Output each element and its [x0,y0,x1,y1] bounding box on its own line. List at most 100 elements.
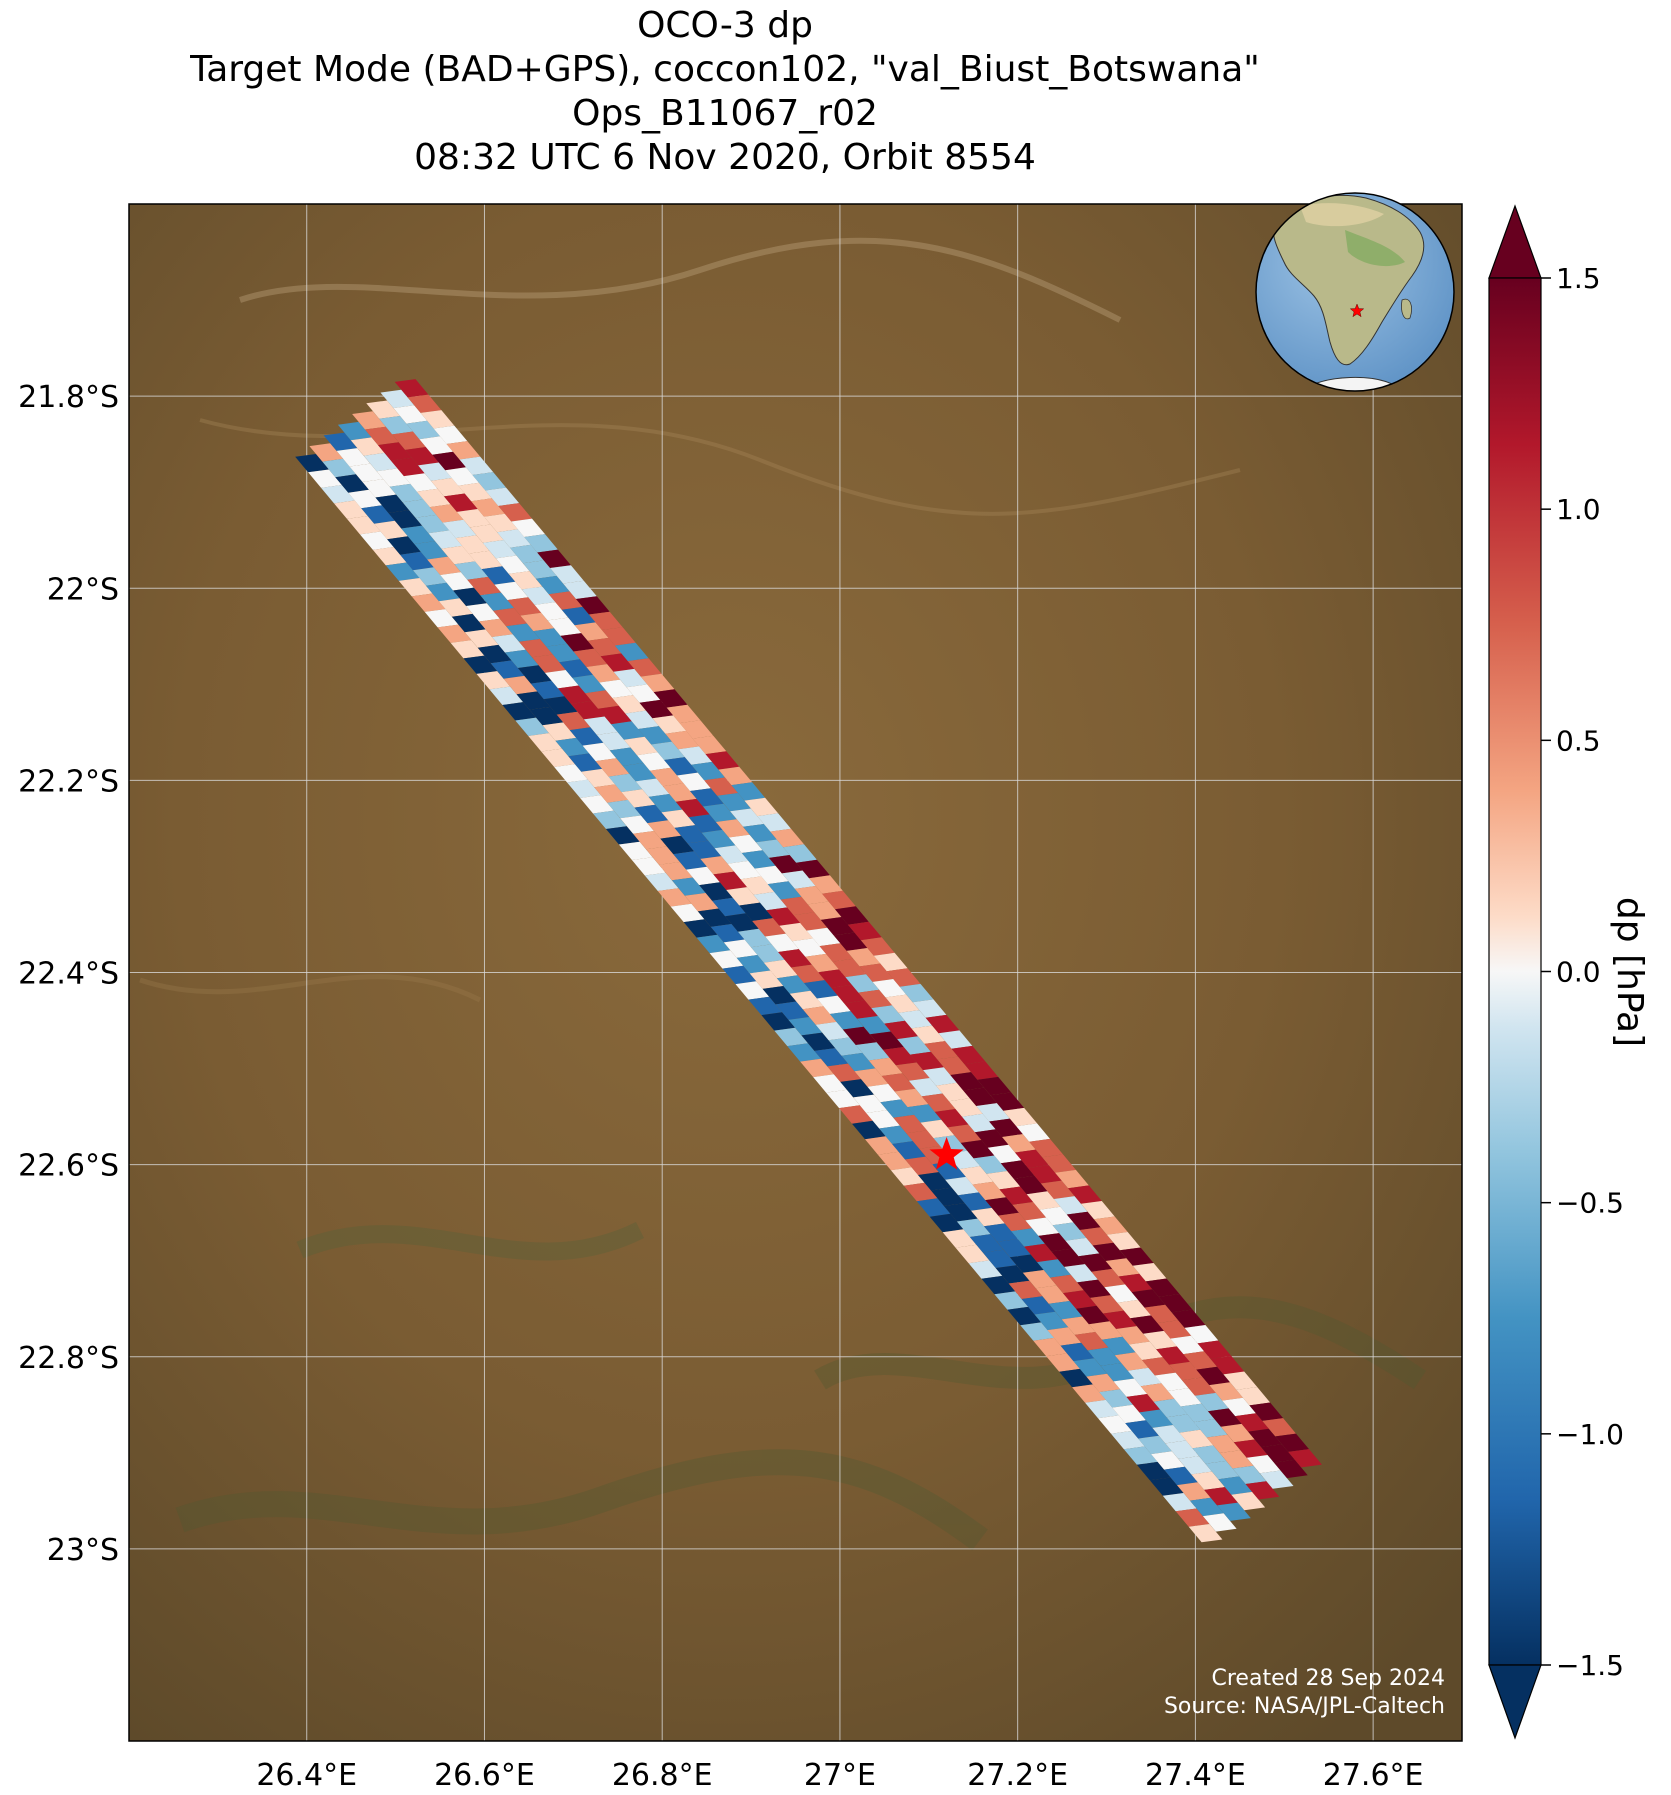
swath-cell [611,721,645,740]
swath-cell [608,773,643,793]
swath-cell [401,525,435,544]
title-line-2: Target Mode (BAD+GPS), coccon102, "val_B… [190,49,1260,90]
swath-cell [582,742,617,762]
swath-cell [828,1037,863,1056]
swath-cell [1002,1134,1036,1153]
map-frame [128,203,1463,1742]
swath-cell [684,893,719,912]
swath-cell [1156,1346,1190,1365]
swath-cell [964,1061,999,1080]
swath-cell [822,890,856,910]
lon-tick-label: 26.4°E [256,1758,357,1793]
swath-cell [484,513,518,533]
swath-cell [1196,1366,1230,1386]
swath-cell [899,983,934,1003]
swath-cell [1145,1278,1180,1297]
swath-cell [704,777,738,796]
swath-cell [741,850,776,869]
swath-cell [596,732,631,751]
swath-cell [814,1048,849,1067]
swath-cell [1143,1330,1177,1350]
swath-cell [432,451,466,471]
swath-cell [839,1105,873,1124]
swath-cell [362,479,397,498]
swath-cell [989,1118,1023,1137]
swath-cell [1118,1273,1153,1293]
swath-cell [400,551,434,571]
swath-cell [1123,1446,1158,1465]
swath-cell [633,831,667,850]
swath-cell [769,855,803,874]
swath-cell [1166,1414,1201,1433]
swath-cell [503,675,538,695]
swath-cell [865,1136,899,1155]
swath-cell [736,955,771,974]
swath-cell [363,452,398,472]
swath-cell [563,580,597,599]
swath-cell [1140,1383,1175,1402]
swath-cell [1144,1304,1179,1324]
swath-cell [385,562,420,581]
swath-cell [390,457,425,477]
swath-cell [322,458,357,478]
swath-cell [407,394,442,413]
swath-cell [770,828,804,848]
swath-cell [687,840,722,859]
swath-cell [766,907,801,926]
swath-cell [800,1058,834,1078]
swath-cell [802,1006,837,1025]
swath-cell [806,927,841,947]
lat-tick-label: 22.6°S [18,1149,119,1184]
swath-cell [532,654,566,673]
swath-cell [931,1187,965,1206]
swath-cell [433,425,468,444]
swath-cell [739,902,773,921]
swath-cell [455,535,490,554]
swath-cell [845,974,880,993]
swath-cell [717,793,751,812]
swath-cell [1087,1347,1122,1366]
swath-cell [853,1094,887,1113]
swath-cell [1170,1335,1205,1355]
swath-cell [459,456,494,475]
swath-cell [929,1213,964,1233]
swath-cell [524,534,558,553]
swath-cell [1126,1394,1161,1413]
swath-cell [309,443,344,462]
swath-cell [860,937,895,956]
lon-tick-label: 27.6°E [1323,1758,1424,1793]
swath-cell [1248,1428,1282,1448]
swath-cell [1131,1289,1166,1308]
swath-cell [598,705,632,725]
swath-cell [537,549,571,568]
swath-cell [568,753,603,772]
swath-cell [1009,1254,1044,1273]
swath-cell [589,611,623,630]
swath-cell [594,784,628,803]
swath-cell [569,727,604,746]
swath-cell [649,767,684,787]
swath-cell [894,1088,929,1108]
swath-cell [560,633,595,652]
swath-cell [924,1041,959,1060]
swath-cell [796,859,830,879]
swath-cell [788,1017,823,1036]
swath-cell [709,950,744,969]
swath-cell [1022,1270,1057,1289]
swath-cell [1024,1243,1058,1263]
swath-cell [492,634,526,653]
swath-cell [765,933,799,952]
swath-cell [1063,1290,1097,1309]
swath-cell [743,824,777,843]
swath-cell [866,1110,900,1129]
swath-cell [1034,1311,1069,1331]
swath-cell [1149,1477,1184,1496]
lat-tick-label: 22.2°S [18,764,119,799]
swath-cell [637,752,671,771]
swath-cell [415,514,450,534]
swath-cell [426,582,460,602]
swath-cell [1081,1201,1115,1220]
swath-cell [813,1074,847,1093]
swath-cell [1261,1444,1295,1463]
swath-cell [1193,1419,1228,1438]
